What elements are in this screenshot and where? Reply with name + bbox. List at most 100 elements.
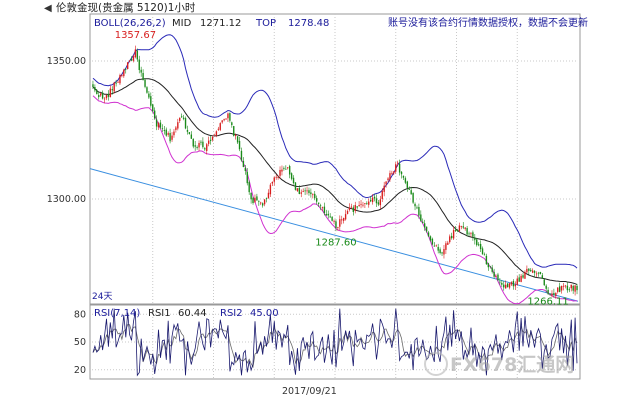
y-tick-label: 1300.00: [47, 194, 86, 205]
candles-layer: [92, 45, 578, 299]
candle-body: [219, 123, 221, 130]
candle-body: [352, 207, 355, 212]
candle-body: [121, 75, 123, 77]
candle-body: [128, 60, 131, 62]
candle-body: [576, 285, 578, 291]
annotation-layer: 1357.67 1287.60 1266.11: [115, 30, 569, 308]
period-label: 24天: [92, 292, 112, 302]
boll-mid-line: [92, 78, 578, 285]
candle-body: [207, 140, 210, 144]
candle-body: [269, 184, 272, 195]
candle-body: [217, 128, 220, 130]
candle-body: [119, 75, 121, 84]
candle-body: [310, 192, 312, 195]
candle-body: [302, 191, 304, 192]
candle-body: [281, 169, 283, 172]
boll-band-layer: [92, 34, 578, 305]
candle-body: [204, 148, 206, 150]
candle-body: [275, 176, 277, 178]
candle-body: [211, 137, 214, 140]
candle-body: [327, 213, 329, 216]
candle-body: [541, 275, 544, 279]
candle-body: [474, 237, 476, 241]
candle-body: [346, 210, 349, 214]
mid-label: MID: [172, 18, 192, 29]
candle-body: [319, 205, 322, 207]
candle-body: [254, 197, 256, 203]
candle-body: [558, 286, 561, 292]
candle-body: [161, 128, 164, 130]
candle-body: [410, 190, 412, 195]
candle-body: [126, 62, 129, 69]
candle-body: [481, 248, 484, 255]
candle-body: [165, 129, 167, 136]
candle-body: [236, 136, 239, 143]
candle-body: [329, 216, 331, 218]
watermark-text: FX678汇通网: [450, 354, 574, 376]
candle-body: [514, 284, 517, 287]
rsi2-value: 45.00: [250, 308, 279, 319]
x-axis-date-label: 2017/09/21: [282, 386, 337, 397]
candle-body: [369, 199, 372, 202]
mid-value: 1271.12: [200, 18, 241, 29]
candle-body: [267, 192, 270, 199]
watermark-logo: FX678汇通网: [424, 352, 574, 376]
candle-body: [157, 123, 160, 128]
candle-body: [373, 196, 376, 199]
candle-body: [227, 113, 229, 119]
axis-label-layer: 1300.00 1350.00 80 50 20: [47, 56, 86, 376]
candle-body: [570, 284, 572, 289]
boll-label: BOLL(26,26,2): [94, 18, 166, 29]
candle-body: [200, 141, 202, 143]
candle-body: [209, 139, 212, 141]
candle-body: [283, 168, 285, 170]
candle-body: [528, 268, 530, 271]
candle-body: [553, 292, 555, 295]
candle-body: [333, 220, 335, 222]
candle-body: [499, 281, 501, 283]
candle-body: [296, 188, 299, 191]
candle-body: [449, 236, 451, 243]
candle-body: [395, 164, 397, 172]
candle-body: [466, 228, 468, 235]
candle-body: [213, 135, 216, 137]
candle-body: [171, 135, 173, 140]
candle-body: [456, 230, 459, 231]
candle-body: [339, 219, 341, 227]
candle-body: [101, 92, 104, 99]
candle-body: [408, 188, 410, 190]
candle-body: [501, 282, 503, 285]
candle-body: [495, 276, 497, 277]
candle-body: [261, 203, 264, 206]
candle-body: [198, 142, 200, 148]
candle-body: [389, 173, 391, 180]
candle-body: [516, 278, 518, 285]
candle-body: [215, 131, 218, 136]
candle-body: [335, 221, 337, 229]
rsi-y-tick-label: 80: [74, 309, 86, 320]
back-arrow-icon[interactable]: ◀: [44, 3, 52, 14]
candle-body: [425, 226, 428, 232]
candle-body: [250, 192, 252, 200]
candle-body: [564, 285, 567, 287]
candle-body: [396, 162, 399, 164]
candle-body: [240, 150, 243, 161]
candle-body: [533, 271, 536, 273]
candle-body: [288, 166, 291, 175]
candle-body: [416, 207, 418, 209]
candle-body: [256, 196, 258, 201]
candle-body: [111, 89, 113, 91]
rsi1-label: RSI1: [148, 308, 171, 319]
candle-body: [150, 96, 152, 106]
candle-body: [98, 95, 100, 98]
candle-body: [271, 181, 274, 184]
candle-body: [263, 199, 266, 205]
boll-top-line: [92, 34, 578, 269]
candle-body: [337, 226, 339, 228]
candle-body: [186, 129, 189, 132]
chart-title: 伦敦金现(贵金属 5120)1小时: [56, 1, 196, 14]
candle-body: [148, 93, 150, 98]
candle-body: [551, 293, 553, 296]
candle-body: [136, 50, 139, 60]
